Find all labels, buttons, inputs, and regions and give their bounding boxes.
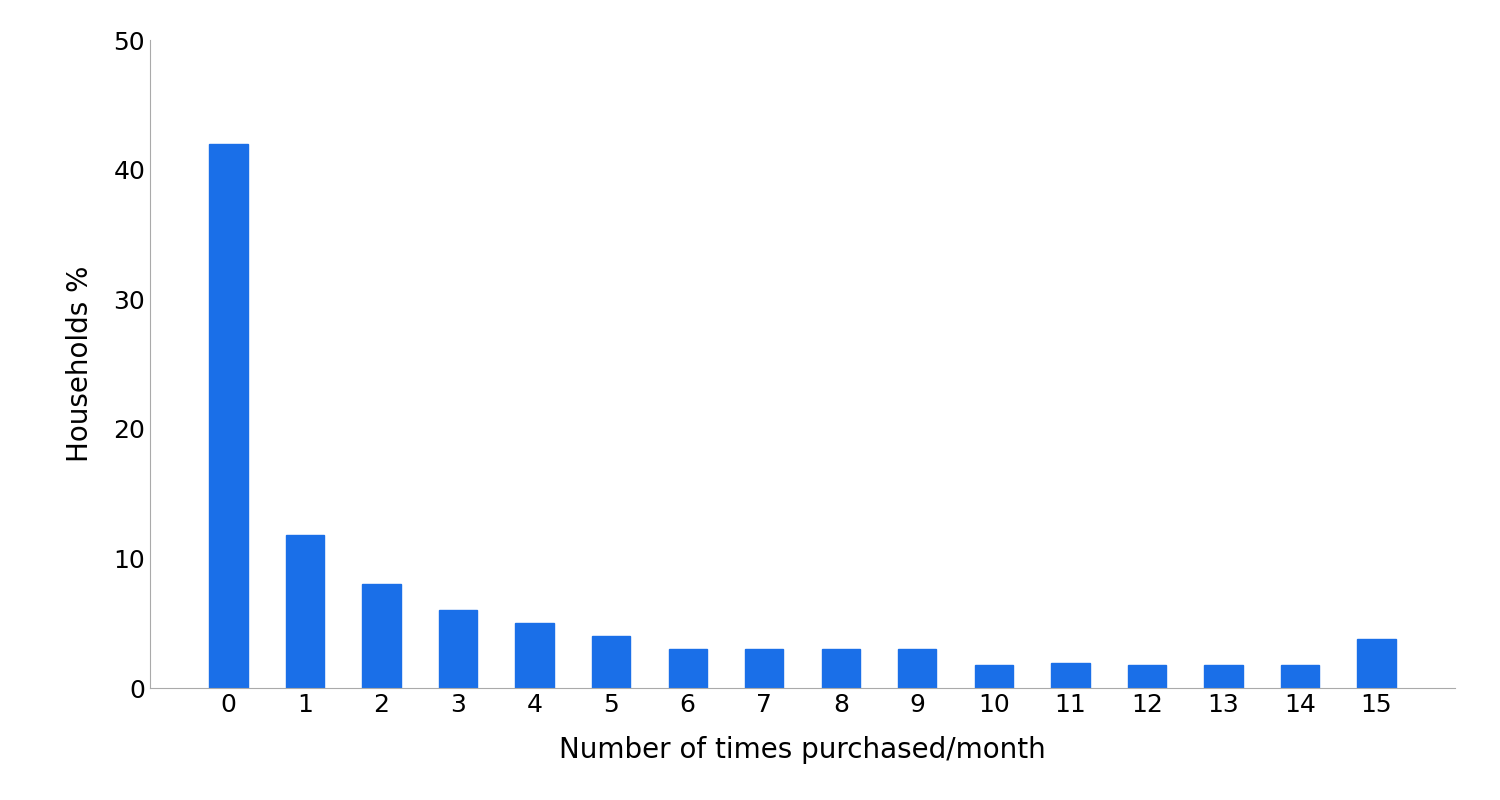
- Bar: [1204, 665, 1242, 688]
- Bar: [1128, 665, 1166, 688]
- Bar: [363, 584, 401, 688]
- Bar: [1358, 638, 1395, 688]
- Bar: [440, 610, 477, 688]
- Bar: [822, 649, 860, 688]
- Bar: [669, 649, 706, 688]
- Bar: [975, 665, 1012, 688]
- Bar: [1052, 663, 1089, 688]
- Bar: [1281, 665, 1318, 688]
- Bar: [516, 623, 554, 688]
- Bar: [746, 649, 783, 688]
- Bar: [210, 144, 248, 688]
- X-axis label: Number of times purchased/month: Number of times purchased/month: [560, 736, 1046, 764]
- Bar: [286, 535, 324, 688]
- Bar: [898, 649, 936, 688]
- Bar: [592, 636, 630, 688]
- Y-axis label: Households %: Households %: [66, 266, 94, 462]
